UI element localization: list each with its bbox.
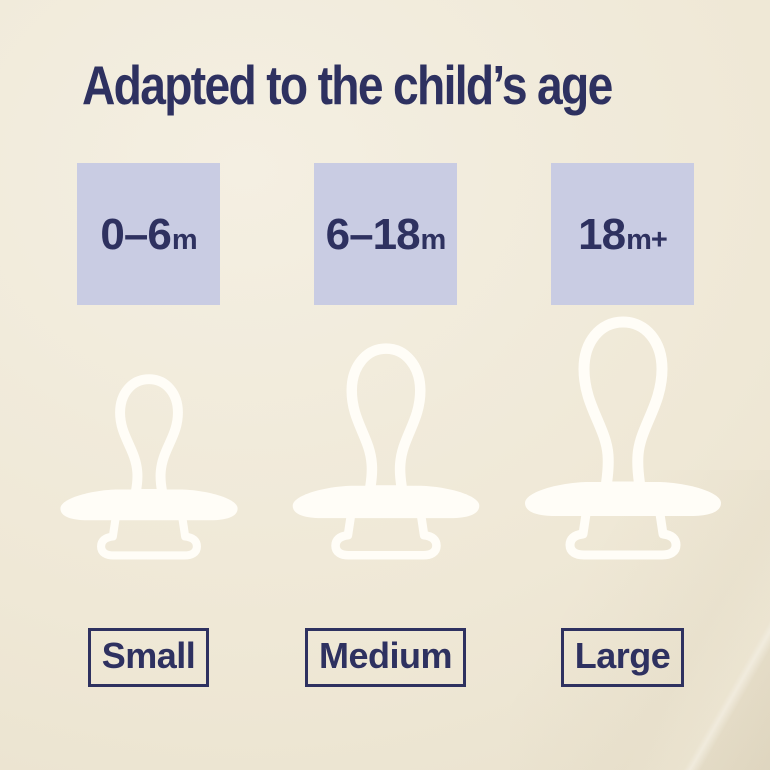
- pacifier-large-icon: [524, 316, 721, 560]
- age-text-small: 0–6m: [100, 208, 198, 260]
- pacifier-zone-medium: [292, 305, 479, 560]
- label-zone-small: Small: [87, 628, 210, 688]
- size-columns: 0–6m Small 6–18m: [59, 163, 721, 688]
- size-column-small: 0–6m Small: [59, 163, 238, 688]
- label-zone-medium: Medium: [305, 628, 467, 688]
- pacifier-medium-icon: [292, 343, 479, 560]
- page-title: Adapted to the child’s age: [82, 54, 613, 116]
- size-label-large: Large: [560, 628, 685, 688]
- pacifier-small-icon: [59, 374, 238, 560]
- age-badge-medium: 6–18m: [314, 163, 457, 305]
- age-text-large: 18m+: [578, 208, 668, 260]
- size-column-large: 18m+ Large: [524, 163, 721, 688]
- age-range-text: 18: [578, 210, 626, 259]
- label-zone-large: Large: [560, 628, 685, 688]
- size-label-medium: Medium: [305, 628, 467, 688]
- age-unit-text: m: [420, 224, 447, 256]
- age-text-medium: 6–18m: [325, 208, 447, 260]
- size-label-small: Small: [87, 628, 210, 688]
- age-range-text: 0–6: [100, 210, 171, 259]
- age-unit-text: m: [171, 224, 198, 256]
- pacifier-zone-large: [524, 305, 721, 560]
- age-range-text: 6–18: [325, 210, 421, 259]
- size-column-medium: 6–18m Medium: [292, 163, 479, 688]
- age-badge-large: 18m+: [551, 163, 694, 305]
- age-unit-text: m+: [626, 224, 668, 256]
- age-badge-small: 0–6m: [77, 163, 220, 305]
- pacifier-zone-small: [59, 305, 238, 560]
